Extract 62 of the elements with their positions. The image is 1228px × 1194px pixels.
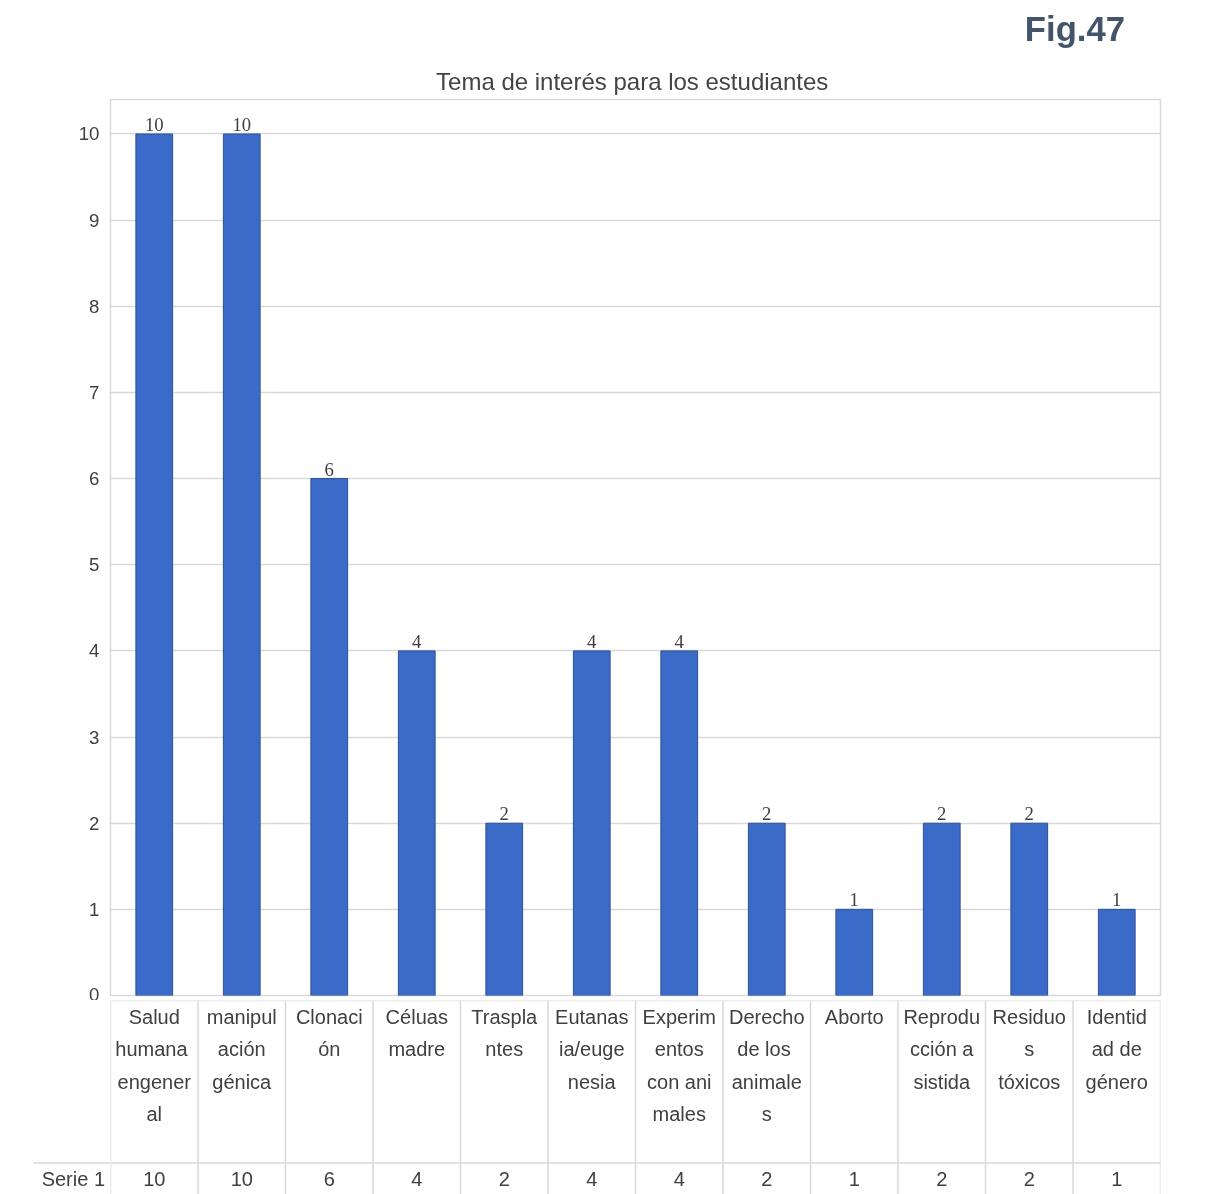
x-tick-label: Salud humana engeneral	[115, 1005, 192, 1126]
text: 10	[144, 113, 164, 135]
x-tick-label: Trasplantes	[471, 1005, 539, 1061]
text: 1	[849, 889, 859, 911]
y-tick-label: 0	[89, 983, 100, 1005]
bar	[1097, 908, 1136, 996]
x-tick-label: Aborto	[824, 1005, 884, 1028]
y-tick-label: 5	[89, 554, 100, 576]
data-label: 4	[673, 1168, 685, 1191]
chart-title: Tema de interés para los estudiantes	[436, 67, 829, 95]
data-label: 4	[586, 1168, 598, 1191]
text: 6	[324, 458, 334, 480]
x-tick-label: Experimentos con animales	[642, 1005, 716, 1126]
x-tick-label: Clonación	[295, 1005, 363, 1061]
data-label: 2	[498, 1168, 510, 1191]
bar	[222, 133, 261, 996]
data-label: 1	[848, 1168, 860, 1191]
caption: Fig.47	[1024, 9, 1125, 50]
text: 4	[412, 630, 422, 652]
bar	[660, 650, 699, 996]
y-tick-label: 4	[89, 640, 100, 662]
x-tick-label: Residuos tóxicos	[992, 1005, 1066, 1093]
x-tick-label: Eutanasia/eugenesia	[555, 1005, 629, 1093]
text: 2	[762, 803, 772, 825]
text: 10	[232, 113, 252, 135]
bar	[397, 650, 436, 996]
text: 4	[587, 630, 597, 652]
bar	[922, 822, 961, 996]
bar	[835, 908, 874, 996]
data-label: 6	[323, 1168, 335, 1191]
bar	[310, 478, 349, 996]
text: 2	[1024, 803, 1034, 825]
bar	[1010, 822, 1049, 996]
text: Serie 1	[41, 1168, 106, 1191]
y-tick-label: 9	[89, 209, 100, 231]
y-tick-label: 3	[89, 726, 100, 748]
data-label: 2	[1023, 1168, 1035, 1191]
x-tick-label: Derecho de los animales	[728, 1005, 805, 1126]
x-tick-label: Identidad de género	[1085, 1005, 1148, 1093]
text: 2	[937, 803, 947, 825]
data-label: 10	[143, 1168, 166, 1191]
text: 2	[499, 803, 509, 825]
y-tick-label: 1	[89, 898, 100, 920]
data-label: 4	[411, 1168, 423, 1191]
x-tick-label: manipulación génica	[206, 1005, 277, 1093]
bar	[135, 133, 174, 996]
y-tick-label: 6	[89, 468, 100, 490]
bar	[485, 822, 524, 996]
data-label: 2	[761, 1168, 773, 1191]
y-tick-label: 10	[78, 123, 100, 145]
data-label: 1	[1111, 1168, 1123, 1191]
text: 4	[674, 630, 684, 652]
y-tick-label: 2	[89, 812, 100, 834]
x-tick-label: Reproducción asistida	[903, 1005, 981, 1093]
text: 1	[1112, 889, 1122, 911]
bar	[572, 650, 611, 996]
data-label: 10	[230, 1168, 253, 1191]
y-tick-label: 8	[89, 295, 100, 317]
data-label: 2	[936, 1168, 948, 1191]
x-tick-label: Céluas madre	[385, 1005, 448, 1061]
y-tick-label: 7	[89, 381, 100, 403]
bar	[747, 822, 786, 996]
